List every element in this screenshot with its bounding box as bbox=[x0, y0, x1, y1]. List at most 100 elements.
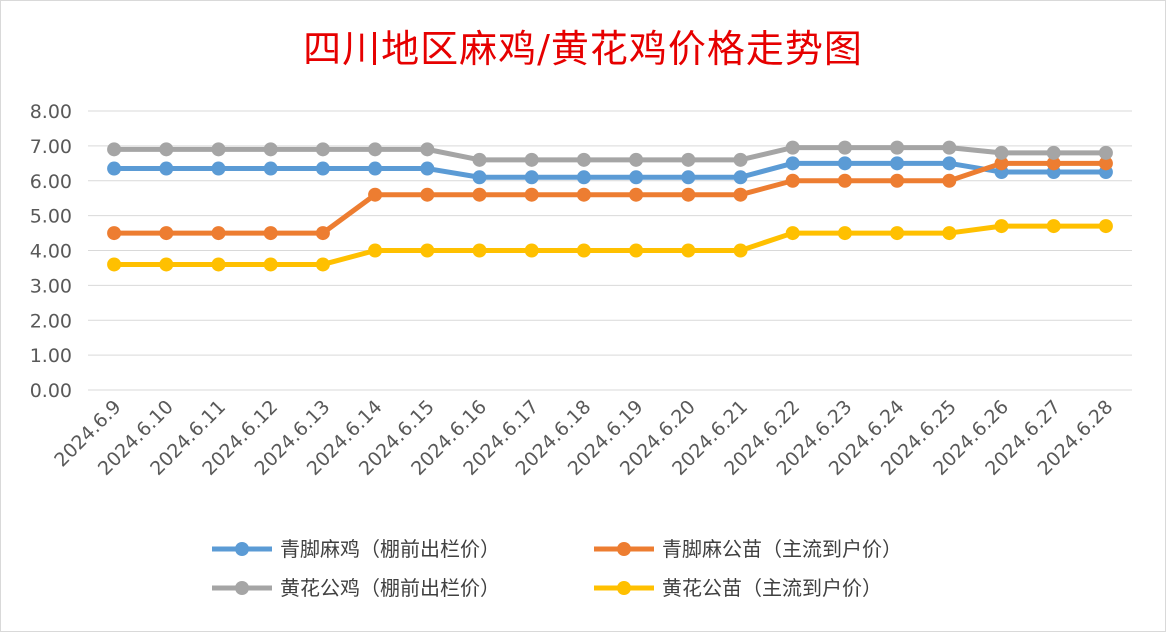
data-point bbox=[942, 156, 957, 171]
data-point bbox=[420, 161, 435, 176]
data-point bbox=[472, 152, 487, 167]
data-point bbox=[942, 173, 957, 188]
data-point bbox=[890, 140, 905, 155]
data-point bbox=[315, 226, 330, 241]
data-point bbox=[524, 152, 539, 167]
data-point bbox=[994, 219, 1009, 234]
y-tick-label: 5.00 bbox=[30, 206, 72, 228]
data-point bbox=[890, 156, 905, 171]
legend-swatch-marker bbox=[617, 581, 631, 595]
data-point bbox=[837, 226, 852, 241]
y-tick-label: 6.00 bbox=[30, 171, 72, 193]
y-tick-label: 4.00 bbox=[30, 241, 72, 263]
data-point bbox=[263, 226, 278, 241]
data-point bbox=[159, 226, 174, 241]
series-line bbox=[114, 223, 1106, 267]
data-point bbox=[524, 187, 539, 202]
data-point bbox=[1046, 156, 1061, 171]
data-point bbox=[681, 243, 696, 258]
data-point bbox=[576, 187, 591, 202]
y-tick-label: 8.00 bbox=[30, 101, 72, 123]
data-point bbox=[576, 152, 591, 167]
chart-title: 四川地区麻鸡/黄花鸡价格走势图 bbox=[303, 27, 863, 71]
legend-swatch-marker bbox=[617, 542, 631, 556]
data-point bbox=[368, 243, 383, 258]
data-point bbox=[1046, 145, 1061, 160]
data-point bbox=[211, 257, 226, 272]
data-point bbox=[837, 156, 852, 171]
legend-entry: 青脚麻公苗（主流到户价） bbox=[594, 537, 902, 561]
series-lines bbox=[107, 140, 1113, 272]
data-point bbox=[107, 226, 122, 241]
data-point bbox=[524, 170, 539, 185]
data-point bbox=[315, 142, 330, 157]
series-line bbox=[114, 145, 1106, 163]
data-point bbox=[211, 226, 226, 241]
data-point bbox=[994, 145, 1009, 160]
legend-entry: 青脚麻鸡（棚前出栏价） bbox=[212, 537, 500, 561]
data-point bbox=[785, 156, 800, 171]
legend-label: 黄花公苗（主流到户价） bbox=[662, 576, 882, 600]
data-point bbox=[159, 142, 174, 157]
data-point bbox=[837, 140, 852, 155]
data-point bbox=[472, 243, 487, 258]
data-point bbox=[785, 173, 800, 188]
data-point bbox=[368, 142, 383, 157]
data-point bbox=[629, 152, 644, 167]
data-point bbox=[472, 187, 487, 202]
data-point bbox=[368, 187, 383, 202]
data-point bbox=[733, 243, 748, 258]
data-point bbox=[890, 226, 905, 241]
data-point bbox=[524, 243, 539, 258]
data-point bbox=[942, 226, 957, 241]
data-point bbox=[629, 170, 644, 185]
data-point bbox=[785, 226, 800, 241]
data-point bbox=[681, 170, 696, 185]
series-line bbox=[114, 160, 1106, 180]
series-line bbox=[114, 160, 1106, 236]
legend-swatch-marker bbox=[235, 542, 249, 556]
data-point bbox=[1098, 219, 1113, 234]
legend-label: 青脚麻公苗（主流到户价） bbox=[662, 537, 902, 561]
y-axis-ticks: 0.00 1.00 2.00 3.00 4.00 5.00 6.00 7.00 8.00 bbox=[30, 101, 72, 402]
data-point bbox=[890, 173, 905, 188]
data-point bbox=[1098, 145, 1113, 160]
data-point bbox=[420, 142, 435, 157]
data-point bbox=[576, 243, 591, 258]
data-point bbox=[942, 140, 957, 155]
data-point bbox=[733, 170, 748, 185]
y-tick-label: 3.00 bbox=[30, 275, 72, 297]
data-point bbox=[576, 170, 591, 185]
legend-swatch-marker bbox=[235, 581, 249, 595]
data-point bbox=[733, 187, 748, 202]
data-point bbox=[211, 161, 226, 176]
legend: 青脚麻鸡（棚前出栏价） 青脚麻公苗（主流到户价） 黄花公鸡（棚前出栏价） 黄花公苗（主… bbox=[212, 537, 902, 600]
legend-entry: 黄花公苗（主流到户价） bbox=[594, 576, 882, 600]
data-point bbox=[315, 257, 330, 272]
data-point bbox=[263, 161, 278, 176]
data-point bbox=[472, 170, 487, 185]
legend-entry: 黄花公鸡（棚前出栏价） bbox=[212, 576, 500, 600]
legend-label: 青脚麻鸡（棚前出栏价） bbox=[280, 537, 500, 561]
series-3 bbox=[107, 140, 1113, 167]
data-point bbox=[1098, 156, 1113, 171]
data-point bbox=[629, 243, 644, 258]
series-2 bbox=[107, 156, 1113, 241]
x-axis-ticks: 2024.6.92024.6.102024.6.112024.6.122024.… bbox=[50, 396, 1117, 480]
data-point bbox=[107, 142, 122, 157]
y-tick-label: 7.00 bbox=[30, 136, 72, 158]
y-tick-label: 0.00 bbox=[30, 380, 72, 402]
data-point bbox=[785, 140, 800, 155]
data-point bbox=[263, 142, 278, 157]
data-point bbox=[315, 161, 330, 176]
y-tick-label: 1.00 bbox=[30, 345, 72, 367]
data-point bbox=[629, 187, 644, 202]
series-4 bbox=[107, 219, 1113, 272]
data-point bbox=[420, 243, 435, 258]
data-point bbox=[368, 161, 383, 176]
data-point bbox=[420, 187, 435, 202]
data-point bbox=[681, 187, 696, 202]
data-point bbox=[837, 173, 852, 188]
data-point bbox=[211, 142, 226, 157]
